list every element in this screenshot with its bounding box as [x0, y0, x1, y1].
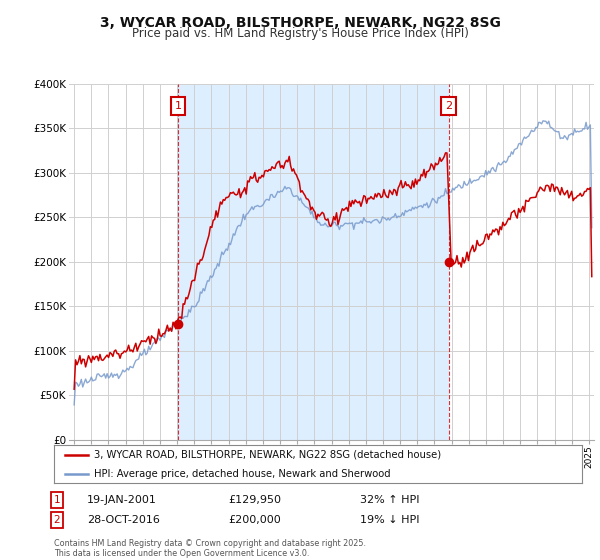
Text: 1: 1	[53, 495, 61, 505]
Text: 28-OCT-2016: 28-OCT-2016	[87, 515, 160, 525]
Text: 19-JAN-2001: 19-JAN-2001	[87, 495, 157, 505]
Text: Contains HM Land Registry data © Crown copyright and database right 2025.
This d: Contains HM Land Registry data © Crown c…	[54, 539, 366, 558]
Text: 32% ↑ HPI: 32% ↑ HPI	[360, 495, 419, 505]
Bar	[178, 84, 449, 440]
Text: £200,000: £200,000	[228, 515, 281, 525]
Text: HPI: Average price, detached house, Newark and Sherwood: HPI: Average price, detached house, Newa…	[94, 469, 390, 479]
Text: 2: 2	[53, 515, 61, 525]
Text: 19% ↓ HPI: 19% ↓ HPI	[360, 515, 419, 525]
Text: 1: 1	[175, 101, 181, 111]
Text: £129,950: £129,950	[228, 495, 281, 505]
Text: 2: 2	[445, 101, 452, 111]
Text: 3, WYCAR ROAD, BILSTHORPE, NEWARK, NG22 8SG: 3, WYCAR ROAD, BILSTHORPE, NEWARK, NG22 …	[100, 16, 500, 30]
Text: 3, WYCAR ROAD, BILSTHORPE, NEWARK, NG22 8SG (detached house): 3, WYCAR ROAD, BILSTHORPE, NEWARK, NG22 …	[94, 450, 441, 460]
Text: Price paid vs. HM Land Registry's House Price Index (HPI): Price paid vs. HM Land Registry's House …	[131, 27, 469, 40]
